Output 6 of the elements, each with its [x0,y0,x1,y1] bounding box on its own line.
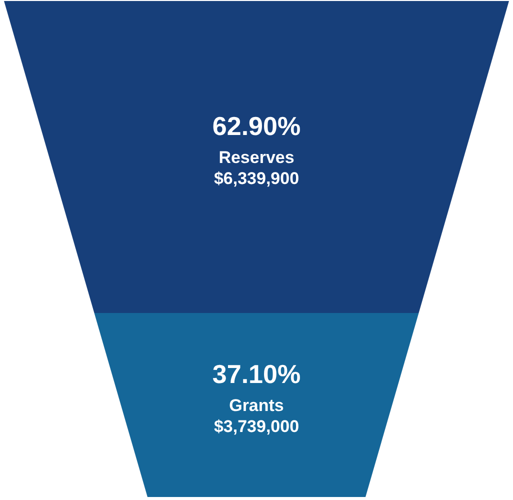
data-label: 62.90% [212,110,301,141]
data-label: $3,739,000 [214,416,300,436]
data-label: $6,339,900 [214,168,300,188]
category-label: Grants [229,396,284,415]
data-label: 37.10% [212,358,301,389]
category-label: Reserves [218,148,294,167]
